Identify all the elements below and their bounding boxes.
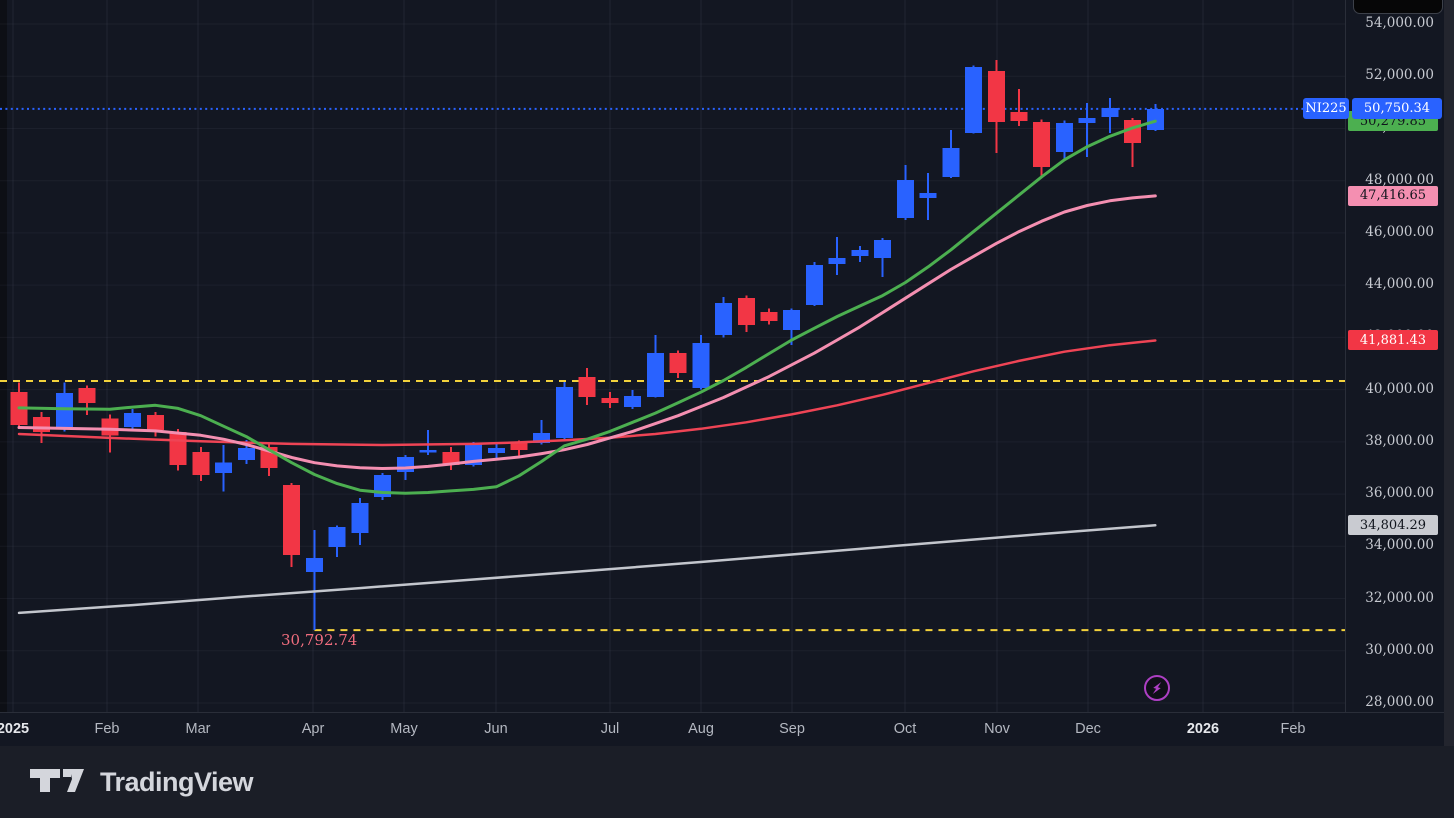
price-tick-label: 38,000.00 [1365, 432, 1434, 449]
candle-down [192, 447, 210, 482]
candle-up [419, 430, 437, 455]
candle-down [101, 414, 119, 453]
left-edge-strip [0, 0, 7, 712]
year-tick-label: 2025 [0, 721, 30, 737]
candle-up [828, 236, 846, 275]
candle-up [805, 261, 823, 307]
low-price-label: 30,792.74 [281, 631, 358, 649]
candle-down [601, 392, 619, 408]
price-tick-label: 44,000.00 [1365, 276, 1434, 293]
candle-up [555, 381, 573, 440]
month-tick-label: Oct [893, 721, 917, 737]
ma-lines [17, 119, 1157, 615]
ma-red [17, 339, 1157, 447]
candle-up [215, 444, 233, 492]
price-tick-label: 32,000.00 [1365, 589, 1434, 606]
price-tick-label: 46,000.00 [1365, 223, 1434, 240]
time-axis[interactable]: 2025 Feb Mar Apr May Jun Jul Aug Sep Oct Nov Dec 202… [0, 712, 1454, 748]
symbol-badge[interactable]: NI225 [1303, 98, 1349, 120]
lightning-mode-button[interactable] [1143, 674, 1171, 702]
ma-pink-badge: 47,416.65 [1348, 185, 1438, 206]
candle-up [942, 130, 960, 179]
month-tick-label: Sep [779, 721, 805, 737]
candle-down [669, 350, 687, 378]
year-tick-label: 2026 [1186, 721, 1220, 737]
candle-up [715, 296, 733, 338]
candle-up [1055, 120, 1073, 160]
month-tick-label: Feb [1280, 721, 1306, 737]
month-tick-label: Apr [301, 721, 325, 737]
candle-down [760, 308, 778, 325]
level-lines [0, 107, 1345, 632]
month-tick-label: Nov [984, 721, 1010, 737]
attribution-bar: TradingView [0, 746, 1454, 818]
tradingview-logo-icon [30, 769, 84, 792]
current-price-badge: 50,750.34 [1352, 98, 1442, 120]
candle-down [987, 59, 1005, 153]
month-tick-label: Jun [484, 721, 508, 737]
month-tick-label: Jul [600, 721, 620, 737]
candle-up [374, 473, 392, 501]
price-tick-label: 48,000.00 [1365, 171, 1434, 188]
candle-down [442, 447, 460, 471]
candle-up [1101, 97, 1119, 133]
candle-down [283, 482, 301, 568]
price-tick-label: 34,000.00 [1365, 537, 1434, 554]
candle-up [851, 245, 869, 262]
tradingview-logo-link[interactable]: TradingView [30, 766, 254, 798]
candle-up [351, 497, 369, 546]
price-tick-label: 52,000.00 [1365, 67, 1434, 84]
ma-red-badge: 41,881.43 [1348, 330, 1438, 351]
toolbar-fragment [1353, 0, 1443, 14]
candle-up [124, 409, 142, 432]
candle-up [487, 442, 505, 460]
ma-pink [17, 194, 1157, 470]
candle-down [578, 367, 596, 405]
price-tick-label: 28,000.00 [1365, 694, 1434, 710]
candle-up [1146, 103, 1164, 132]
grid-horizontal [0, 23, 1345, 704]
candle-up [692, 334, 710, 390]
lightning-icon [1144, 675, 1170, 701]
candle-down [78, 385, 96, 415]
candle-down [146, 411, 164, 437]
candle-down [1033, 119, 1051, 177]
candle-down [1010, 89, 1028, 126]
candle-up [328, 525, 346, 558]
tradingview-brand-text: TradingView [100, 766, 254, 797]
candle-up [919, 172, 937, 220]
month-tick-label: Dec [1075, 721, 1101, 737]
price-tick-label: 36,000.00 [1365, 485, 1434, 502]
month-tick-label: Feb [94, 721, 120, 737]
month-tick-label: Aug [688, 721, 714, 737]
price-tick-label: 30,000.00 [1365, 641, 1434, 658]
ma-white-badge: 34,804.29 [1348, 515, 1438, 536]
month-tick-label: Mar [185, 721, 211, 737]
right-scrollbar-strip [1444, 0, 1454, 746]
candle-up [646, 334, 664, 398]
candles [10, 59, 1164, 631]
candle-up [965, 65, 983, 134]
ma-white [17, 524, 1157, 615]
candle-up [896, 164, 914, 220]
price-tick-label: 54,000.00 [1365, 15, 1434, 31]
ma-green [17, 119, 1157, 495]
month-tick-label: May [390, 721, 418, 737]
candle-up [624, 389, 642, 410]
candlestick-chart-canvas[interactable] [0, 0, 1345, 712]
candle-up [305, 530, 323, 631]
chart-pane[interactable]: 30,792.74 [0, 0, 1345, 712]
candle-up [874, 238, 892, 277]
price-tick-label: 40,000.00 [1365, 380, 1434, 397]
candle-down [737, 295, 755, 332]
